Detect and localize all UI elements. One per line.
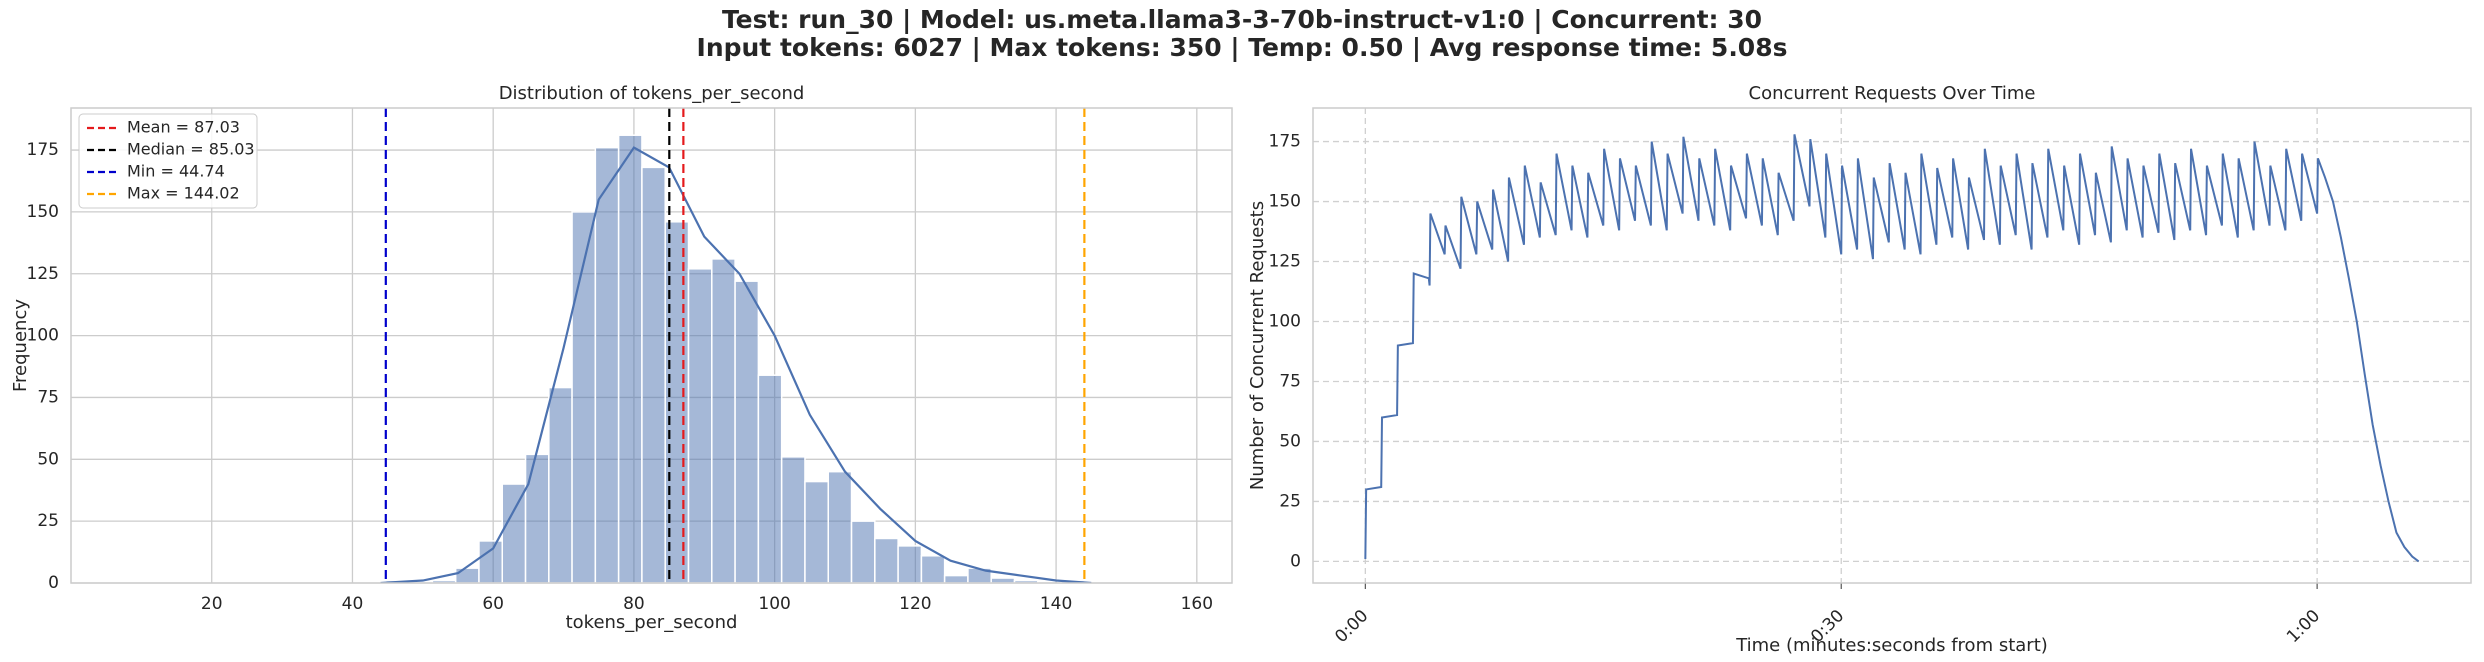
plot-area <box>1364 134 2420 563</box>
y-tick-label: 50 <box>37 449 59 469</box>
y-axis-label: Number of Concurrent Requests <box>1247 201 1268 490</box>
x-axis-label: tokens_per_second <box>566 612 738 633</box>
bar <box>874 537 899 583</box>
x-tick-label: 60 <box>482 594 504 614</box>
bar <box>711 258 736 583</box>
y-axis-label: Frequency <box>10 299 31 392</box>
bar <box>780 456 806 583</box>
bar <box>478 540 504 583</box>
x-tick-label: 1:00 <box>2283 606 2324 647</box>
bar <box>804 480 830 583</box>
legend-label: Mean = 87.03 <box>127 118 240 137</box>
plot-area <box>380 108 1092 583</box>
y-tick-label: 175 <box>1269 132 1301 152</box>
legend-label: Max = 144.02 <box>127 184 240 203</box>
y-tick-label: 25 <box>1279 491 1301 511</box>
axes-frame <box>70 107 1233 584</box>
y-tick-label: 100 <box>27 326 59 346</box>
bar <box>524 453 550 583</box>
y-tick-label: 50 <box>1279 431 1301 451</box>
bar <box>687 268 713 583</box>
x-tick-label: 140 <box>1040 594 1072 614</box>
axes-title: Distribution of tokens_per_second <box>499 83 805 104</box>
bar <box>594 146 620 583</box>
y-tick-label: 25 <box>37 511 59 531</box>
bar <box>943 574 969 583</box>
x-tick-label: 80 <box>623 594 645 614</box>
y-tick-label: 0 <box>1290 551 1301 571</box>
bar <box>734 280 760 583</box>
bar <box>501 483 527 583</box>
bar <box>1013 579 1039 583</box>
figure-title: Test: run_30 | Model: us.meta.llama3-3-7… <box>722 5 1762 34</box>
y-tick-label: 75 <box>1279 371 1301 391</box>
kde-line <box>380 146 1092 583</box>
bar <box>897 545 923 583</box>
bar <box>617 134 643 583</box>
x-tick-label: 120 <box>899 594 931 614</box>
bar <box>827 470 853 583</box>
y-tick-label: 75 <box>37 387 59 407</box>
data-line <box>1364 134 2420 563</box>
y-tick-label: 125 <box>1269 252 1301 272</box>
axes-frame <box>1312 107 2472 584</box>
x-tick-label: 40 <box>342 594 364 614</box>
y-tick-label: 100 <box>1269 312 1301 332</box>
x-tick-label: 100 <box>758 594 790 614</box>
legend-label: Min = 44.74 <box>127 162 225 181</box>
axes-title: Concurrent Requests Over Time <box>1749 83 2036 104</box>
y-tick-label: 125 <box>27 264 59 284</box>
bar <box>757 374 783 583</box>
x-axis-label: Time (minutes:seconds from start) <box>1735 635 2048 656</box>
y-tick-label: 0 <box>48 573 59 593</box>
y-tick-label: 150 <box>1269 192 1301 212</box>
bar <box>548 386 573 583</box>
legend-label: Median = 85.03 <box>127 140 255 159</box>
x-tick-label: 20 <box>201 594 223 614</box>
figure-subtitle: Input tokens: 6027 | Max tokens: 350 | T… <box>697 33 1788 62</box>
x-tick-label: 160 <box>1181 594 1213 614</box>
legend-box <box>78 113 258 209</box>
bar <box>920 555 946 583</box>
y-tick-label: 175 <box>27 140 59 160</box>
y-tick-label: 150 <box>27 202 59 222</box>
x-tick-label: 0:00 <box>1331 606 1372 647</box>
bar <box>850 520 876 583</box>
bar <box>454 567 480 583</box>
bar <box>641 166 666 583</box>
